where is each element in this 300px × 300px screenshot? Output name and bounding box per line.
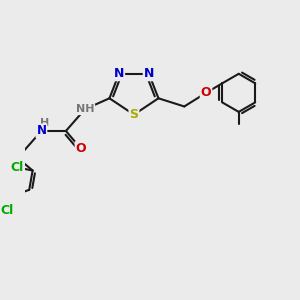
- Text: O: O: [201, 86, 212, 99]
- Text: Cl: Cl: [10, 161, 23, 174]
- Text: Cl: Cl: [0, 204, 14, 218]
- Text: H: H: [40, 118, 49, 128]
- Text: NH: NH: [76, 104, 94, 114]
- Text: N: N: [114, 67, 124, 80]
- Text: O: O: [76, 142, 86, 155]
- Text: S: S: [129, 108, 138, 121]
- Text: N: N: [36, 124, 46, 137]
- Text: N: N: [144, 67, 154, 80]
